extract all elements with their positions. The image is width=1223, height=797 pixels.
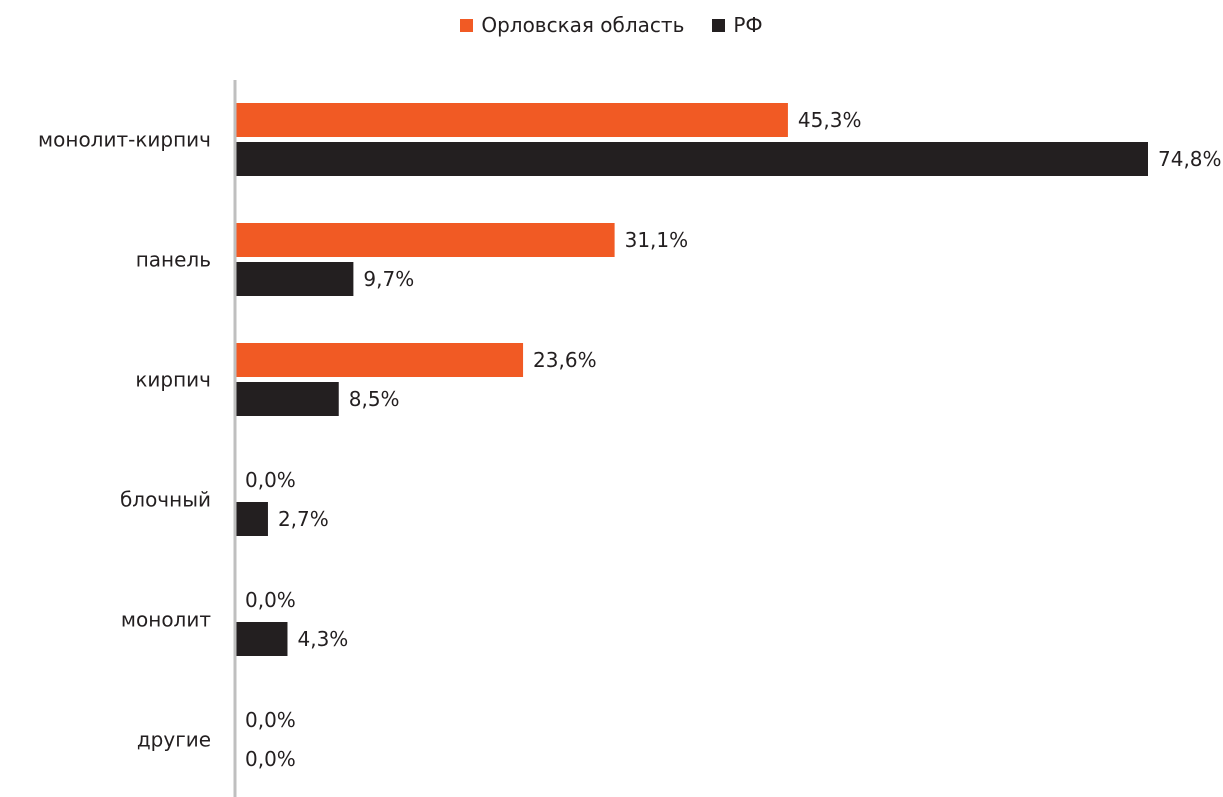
bar-rf [235,622,288,656]
data-label: 8,5% [349,387,400,411]
data-label: 0,0% [245,747,296,771]
bar-rf [235,262,354,296]
data-label: 9,7% [363,267,414,291]
category-label: другие [137,728,211,752]
bar-orel [235,223,615,257]
bar-rf [235,502,268,536]
data-label: 0,0% [245,468,296,492]
legend-swatch-rf [712,18,726,32]
legend-label-orel: Орловская область [481,13,685,37]
category-label: блочный [120,488,211,512]
bar-orel [235,103,788,137]
data-label: 23,6% [533,348,597,372]
legend-item-orel: Орловская область [460,13,684,37]
category-label: кирпич [135,368,211,392]
data-label: 4,3% [297,627,348,651]
data-label: 45,3% [798,108,862,132]
bar-rf [235,382,339,416]
legend-label-rf: РФ [733,13,763,37]
data-label: 74,8% [1158,147,1222,171]
data-label: 31,1% [625,228,689,252]
legend: Орловская область РФ [0,13,1223,37]
legend-item-rf: РФ [712,13,763,37]
bar-rf [235,142,1148,176]
category-label: панель [136,248,211,272]
category-label: монолит-кирпич [38,128,211,152]
category-label: монолит [121,608,211,632]
bar-orel [235,343,524,377]
legend-swatch-orel [460,18,474,32]
data-label: 0,0% [245,708,296,732]
data-label: 0,0% [245,588,296,612]
data-label: 2,7% [278,507,329,531]
